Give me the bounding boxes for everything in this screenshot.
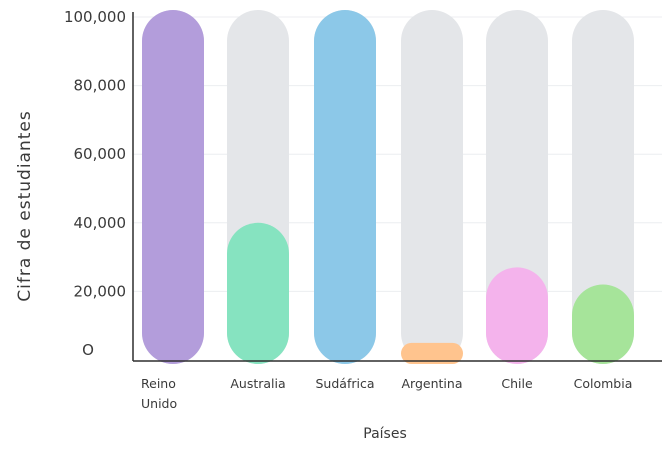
y-tick-label: 100,000 bbox=[64, 8, 126, 26]
labels: O 20,000 40,000 60,000 80,000 100,000 Reino Uni… bbox=[64, 8, 632, 411]
y-tick-label: 20,000 bbox=[74, 282, 127, 300]
bar bbox=[572, 284, 634, 364]
bar bbox=[142, 10, 204, 364]
x-tick-label: Sudáfrica bbox=[316, 376, 375, 391]
bars bbox=[142, 10, 634, 364]
x-tick-label: Reino bbox=[141, 376, 176, 391]
x-tick-label: Colombia bbox=[574, 376, 633, 391]
y-tick-label: 80,000 bbox=[74, 77, 127, 95]
bar bbox=[227, 222, 289, 364]
y-tick-label: O bbox=[82, 341, 94, 359]
y-tick-label: 60,000 bbox=[74, 145, 127, 163]
x-tick-label: Australia bbox=[230, 376, 285, 391]
x-axis-title: Países bbox=[363, 426, 406, 442]
bar bbox=[314, 10, 376, 364]
y-axis-title: Cifra de estudiantes bbox=[15, 110, 35, 302]
x-tick-label: Argentina bbox=[402, 376, 463, 391]
bar bbox=[401, 342, 463, 364]
x-tick-label: Unido bbox=[141, 396, 177, 411]
bar-track bbox=[401, 10, 463, 364]
bar-track bbox=[572, 10, 634, 364]
x-tick-label: Chile bbox=[501, 376, 533, 391]
bar bbox=[486, 267, 548, 364]
axes bbox=[132, 12, 662, 362]
y-tick-label: 40,000 bbox=[74, 214, 127, 232]
